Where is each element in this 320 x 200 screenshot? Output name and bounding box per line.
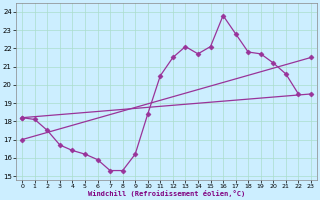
X-axis label: Windchill (Refroidissement éolien,°C): Windchill (Refroidissement éolien,°C) (88, 190, 245, 197)
